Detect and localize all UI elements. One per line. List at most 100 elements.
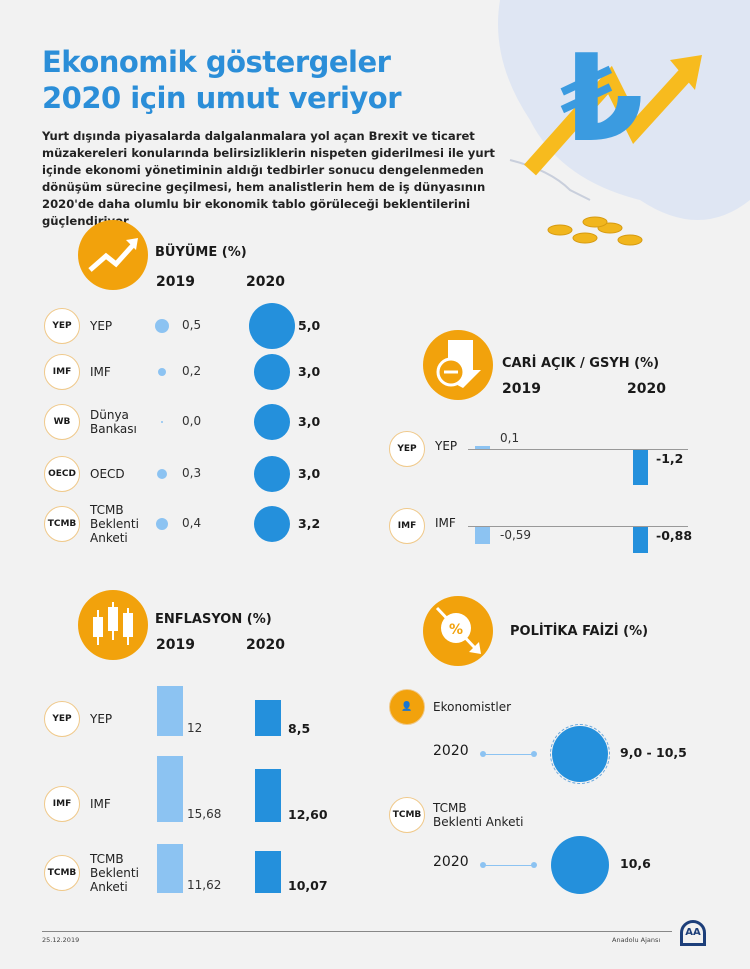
growth-2020-value: 3,0 — [298, 364, 321, 379]
logo-yep: YEP — [389, 431, 425, 467]
growth-2019-value: 0,0 — [182, 414, 202, 428]
growth-source-label: Bankası — [90, 422, 137, 436]
growth-2020-value: 5,0 — [298, 318, 321, 333]
inflation-2020-value: 10,07 — [288, 878, 328, 893]
inflation-2019-value: 15,68 — [187, 807, 222, 821]
footer-source: Anadolu Ajansı — [612, 936, 661, 944]
growth-2019-value: 0,2 — [182, 364, 202, 378]
deficit-2020-bar — [633, 450, 648, 485]
logo-wb: WB — [44, 404, 80, 440]
logo-tcmb: TCMB — [44, 506, 80, 542]
deficit-source-label: IMF — [435, 516, 456, 530]
policy-source-label: TCMB — [433, 801, 467, 815]
interest-percent-icon: % — [423, 596, 493, 666]
policy-connector — [483, 754, 534, 755]
growth-source-label: OECD — [90, 467, 125, 481]
growth-2019-bubble — [154, 318, 170, 334]
growth-source-label: YEP — [90, 319, 113, 333]
growth-2020-value: 3,0 — [298, 466, 321, 481]
deficit-2019-value: -0,59 — [500, 528, 532, 542]
svg-text:₺: ₺ — [560, 30, 644, 169]
logo-imf: IMF — [389, 508, 425, 544]
deficit-2020-value: -0,88 — [656, 528, 693, 543]
policy-connector — [483, 865, 534, 866]
growth-2020-bubble — [248, 302, 296, 350]
svg-text:%: % — [449, 622, 463, 638]
policy-rate-bubble — [550, 724, 610, 784]
deficit-icon — [423, 330, 493, 400]
logo-oecd: OECD — [44, 456, 80, 492]
growth-source-label: Dünya — [90, 408, 129, 422]
logo-tcmb: TCMB — [44, 855, 80, 891]
growth-2020-value: 3,2 — [298, 516, 321, 531]
deficit-col-2020: 2020 — [627, 381, 666, 397]
logo-tcmb: TCMB — [389, 797, 425, 833]
growth-2019-value: 0,4 — [182, 516, 202, 530]
policy-rate-value: 9,0 - 10,5 — [620, 745, 687, 760]
policy-rate-value: 10,6 — [620, 856, 651, 871]
growth-source-label: Anketi — [90, 531, 128, 545]
inflation-2019-value: 11,62 — [187, 878, 222, 892]
inflation-2019-bar — [157, 844, 183, 893]
policy-year-label: 2020 — [433, 854, 469, 870]
growth-source-label: IMF — [90, 365, 111, 379]
deficit-title: CARİ AÇIK / GSYH (%) — [502, 356, 660, 371]
inflation-2020-value: 8,5 — [288, 721, 311, 736]
policy-connector-dot — [531, 751, 537, 757]
growth-2019-bubble — [155, 517, 169, 531]
candlestick-icon — [78, 590, 148, 660]
anadolu-ajansi-logo: AA — [680, 920, 706, 946]
inflation-col-2020: 2020 — [246, 637, 285, 653]
deficit-baseline — [468, 449, 688, 450]
policy-source-label: Ekonomistler — [433, 700, 512, 714]
inflation-2019-bar — [157, 685, 183, 736]
inflation-2020-bar — [255, 700, 281, 736]
growth-source-label: Beklenti — [90, 517, 139, 531]
policy-rate-bubble — [551, 836, 609, 894]
growth-title: BÜYÜME (%) — [155, 245, 247, 260]
inflation-2020-value: 12,60 — [288, 807, 328, 822]
deficit-2020-value: -1,2 — [656, 451, 684, 466]
inflation-source-label: Beklenti — [90, 866, 139, 880]
page-title: Ekonomik göstergeler 2020 için umut veri… — [42, 45, 402, 115]
deficit-col-2019: 2019 — [502, 381, 541, 397]
inflation-2020-bar — [255, 769, 281, 822]
inflation-2019-value: 12 — [187, 721, 203, 735]
deficit-2019-bar — [475, 527, 490, 545]
logo-yep: YEP — [44, 701, 80, 737]
growth-2020-bubble — [254, 354, 290, 390]
growth-2019-value: 0,3 — [182, 466, 202, 480]
deficit-2020-bar — [633, 527, 648, 553]
growth-source-label: TCMB — [90, 503, 124, 517]
growth-2019-value: 0,5 — [182, 318, 202, 332]
policy-rate-title: POLİTİKA FAİZİ (%) — [510, 624, 649, 639]
growth-trend-icon — [78, 220, 148, 290]
footer-divider — [42, 931, 672, 932]
growth-2020-bubble — [254, 404, 290, 440]
inflation-2019-bar — [157, 756, 183, 822]
inflation-source-label: TCMB — [90, 852, 124, 866]
inflation-2020-bar — [255, 850, 281, 893]
logo-imf: IMF — [44, 786, 80, 822]
growth-2020-value: 3,0 — [298, 414, 321, 429]
logo-imf: IMF — [44, 354, 80, 390]
growth-2020-bubble — [253, 505, 291, 543]
growth-col-2020: 2020 — [246, 274, 285, 290]
growth-2019-bubble — [156, 468, 168, 480]
intro-text: Yurt dışında piyasalarda dalgalanmalara … — [42, 129, 495, 228]
inflation-source-label: IMF — [90, 797, 111, 811]
inflation-title: ENFLASYON (%) — [155, 612, 272, 627]
growth-2019-bubble — [157, 367, 167, 377]
growth-2020-bubble — [254, 456, 290, 492]
policy-connector-dot — [531, 862, 537, 868]
economist-icon: 👤 — [389, 689, 425, 725]
lira-growth-illustration: ₺ — [498, 0, 750, 246]
logo-yep: YEP — [44, 308, 80, 344]
deficit-2019-value: 0,1 — [500, 431, 520, 445]
inflation-col-2019: 2019 — [156, 637, 195, 653]
footer-date: 25.12.2019 — [42, 936, 80, 944]
policy-source-label: Beklenti Anketi — [433, 815, 524, 829]
deficit-2019-bar — [475, 446, 490, 449]
inflation-source-label: YEP — [90, 712, 113, 726]
policy-connector-dot — [480, 862, 486, 868]
